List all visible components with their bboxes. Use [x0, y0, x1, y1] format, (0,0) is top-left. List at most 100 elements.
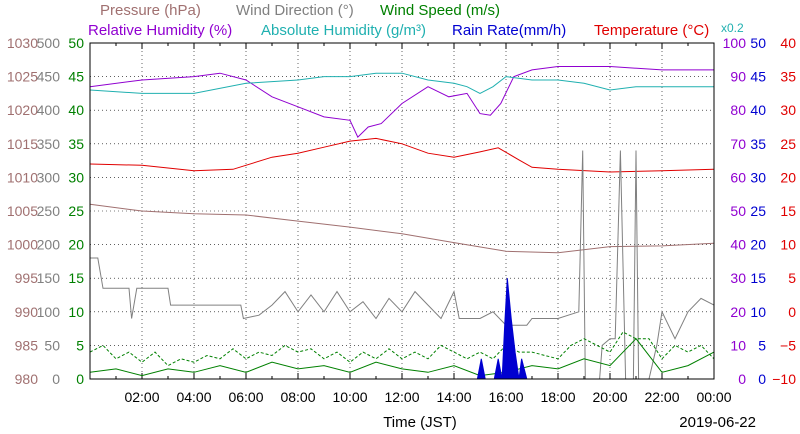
x-tick-label: 00:00 [696, 389, 731, 405]
x-tick-label: 18:00 [540, 389, 575, 405]
rain_rate-tick-label: 30 [750, 169, 766, 185]
series-pressure [89, 203, 715, 254]
rain_rate-tick-label: 5 [758, 337, 766, 353]
pressure-tick-label: 1025 [7, 69, 38, 85]
wind_direction-tick-label: 350 [37, 136, 61, 152]
wind_speed-tick-label: 45 [68, 69, 84, 85]
temperature-tick-label: 10 [780, 237, 796, 253]
legend-row-1: Pressure (hPa) Wind Direction (°) Wind Spe… [100, 2, 500, 19]
wind_direction-tick-label: 450 [37, 69, 61, 85]
humidity-tick-label: 90 [730, 69, 746, 85]
humidity-tick-label: 40 [730, 237, 746, 253]
wind_direction-tick-label: 150 [37, 270, 61, 286]
series-wind_speed [89, 337, 715, 377]
x-tick-labels: 02:00 04:00 06:00 08:00 10:00 12:00 14:00 16:00… [124, 389, 731, 405]
rain_rate-tick-label: 50 [750, 35, 766, 51]
pressure-tick-label: 990 [15, 304, 39, 320]
legend-row-2: Relative Humidity (%) Absolute Humidity (… [88, 22, 709, 39]
left-axes: 9809859909951000100510101015102010251030… [7, 35, 84, 387]
temperature-tick-label: 0 [788, 304, 796, 320]
abs-humidity-scale-note: x0.2 [721, 21, 744, 35]
series-temperature [89, 137, 715, 173]
plot-frame [89, 42, 715, 380]
humidity-tick-label: 100 [723, 35, 747, 51]
temperature-tick-label: 30 [780, 102, 796, 118]
wind_speed-tick-label: 25 [68, 203, 84, 219]
x-axis-label: Time (JST) [383, 414, 457, 431]
wind_speed-tick-label: 0 [76, 371, 84, 387]
pressure-tick-label: 1015 [7, 136, 38, 152]
temperature-tick-label: 15 [780, 203, 796, 219]
legend-entry-6: Temperature (°C) [594, 22, 709, 39]
wind_speed-tick-label: 20 [68, 237, 84, 253]
pressure-tick-label: 1000 [7, 237, 38, 253]
humidity-tick-label: 50 [730, 203, 746, 219]
rain_rate-tick-label: 40 [750, 102, 766, 118]
x-tick-label: 16:00 [488, 389, 523, 405]
wind_direction-tick-label: 0 [52, 371, 60, 387]
x-tick-label: 04:00 [176, 389, 211, 405]
x-tick-label: 06:00 [228, 389, 263, 405]
wind_speed-tick-label: 40 [68, 102, 84, 118]
rain_rate-tick-label: 0 [758, 371, 766, 387]
wind_speed-tick-label: 5 [76, 337, 84, 353]
right-axes: 0102030405060708090100051015202530354045… [723, 35, 797, 387]
humidity-tick-label: 10 [730, 337, 746, 353]
x-tick-label: 02:00 [124, 389, 159, 405]
series-relative_humidity [89, 66, 714, 138]
temperature-tick-label: 5 [788, 270, 796, 286]
humidity-tick-label: 70 [730, 136, 746, 152]
humidity-tick-label: 0 [738, 371, 746, 387]
wind_speed-tick-label: 30 [68, 169, 84, 185]
temperature-tick-label: 20 [780, 169, 796, 185]
rain_rate-tick-label: 20 [750, 237, 766, 253]
pressure-tick-label: 980 [15, 371, 39, 387]
temperature-tick-label: 35 [780, 69, 796, 85]
legend-entry-5: Rain Rate(mm/h) [452, 22, 566, 39]
x-tick-label: 10:00 [332, 389, 367, 405]
pressure-tick-label: 1030 [7, 35, 38, 51]
wind_direction-tick-label: 500 [37, 35, 61, 51]
wind_direction-tick-label: 400 [37, 102, 61, 118]
rain_rate-tick-label: 15 [750, 270, 766, 286]
wind_direction-tick-label: 100 [37, 304, 61, 320]
pressure-tick-label: 1020 [7, 102, 38, 118]
x-tick-label: 20:00 [592, 389, 627, 405]
humidity-tick-label: 60 [730, 169, 746, 185]
wind_direction-tick-label: 50 [44, 337, 60, 353]
rain_rate-tick-label: 35 [750, 136, 766, 152]
temperature-tick-label: −10 [772, 371, 796, 387]
series-rain_rate [476, 278, 714, 380]
pressure-tick-label: 995 [15, 270, 39, 286]
series-wind_direction [90, 150, 715, 380]
temperature-tick-label: −5 [780, 337, 796, 353]
legend-entry-2: Wind Speed (m/s) [380, 2, 500, 19]
grid [90, 43, 714, 379]
wind_speed-tick-label: 10 [68, 304, 84, 320]
x-tick-label: 12:00 [384, 389, 419, 405]
plot-area [89, 66, 715, 380]
date-label: 2019-06-22 [679, 414, 756, 431]
wind_speed-tick-label: 50 [68, 35, 84, 51]
rain_rate-tick-label: 45 [750, 69, 766, 85]
rain_rate-tick-label: 25 [750, 203, 766, 219]
legend-entry-4: Absolute Humidity (g/m³) [261, 22, 426, 39]
legend-entry-3: Relative Humidity (%) [88, 22, 232, 39]
humidity-tick-label: 80 [730, 102, 746, 118]
humidity-tick-label: 30 [730, 270, 746, 286]
series-wind_gust [89, 331, 715, 367]
legend-entry-1: Wind Direction (°) [236, 2, 354, 19]
wind_direction-tick-label: 300 [37, 169, 61, 185]
x-tick-label: 22:00 [644, 389, 679, 405]
wind_direction-tick-label: 200 [37, 237, 61, 253]
pressure-tick-label: 1005 [7, 203, 38, 219]
pressure-tick-label: 985 [15, 337, 39, 353]
humidity-tick-label: 20 [730, 304, 746, 320]
temperature-tick-label: 25 [780, 136, 796, 152]
x-tick-label: 14:00 [436, 389, 471, 405]
x-tick-label: 08:00 [280, 389, 315, 405]
wind_speed-tick-label: 35 [68, 136, 84, 152]
wind_speed-tick-label: 15 [68, 270, 84, 286]
pressure-tick-label: 1010 [7, 169, 38, 185]
legend-entry-0: Pressure (hPa) [100, 2, 201, 19]
